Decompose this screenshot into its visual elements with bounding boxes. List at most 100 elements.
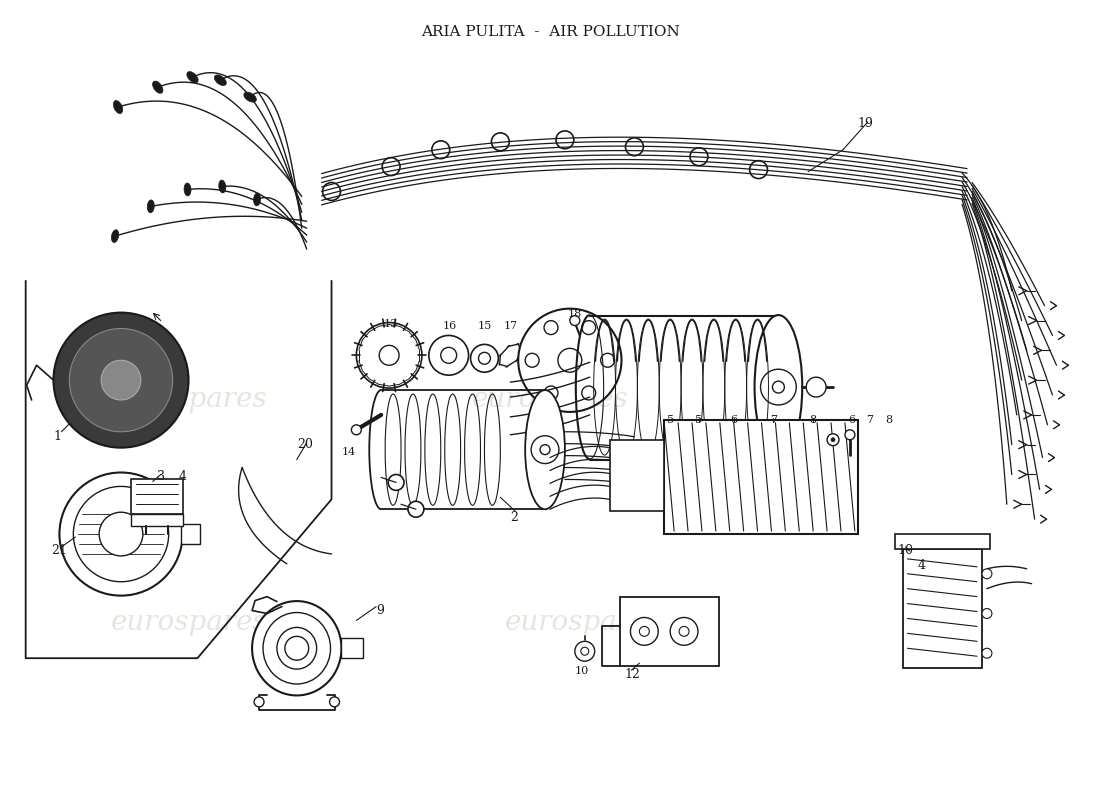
Text: 8: 8 (810, 415, 816, 425)
Text: 17: 17 (503, 321, 517, 330)
Text: 15: 15 (477, 321, 492, 330)
Text: 4: 4 (178, 470, 187, 482)
Circle shape (285, 636, 309, 660)
Ellipse shape (525, 390, 565, 510)
Circle shape (330, 697, 340, 707)
Circle shape (601, 354, 615, 367)
Text: 19: 19 (858, 117, 873, 130)
Circle shape (670, 618, 698, 646)
Circle shape (806, 377, 826, 397)
Ellipse shape (184, 183, 191, 196)
Circle shape (429, 335, 469, 375)
Text: eurospares: eurospares (472, 386, 628, 414)
Circle shape (845, 430, 855, 440)
Circle shape (982, 609, 992, 618)
Text: 5: 5 (695, 415, 703, 425)
Text: 18: 18 (568, 309, 582, 318)
Text: eurospares: eurospares (111, 386, 267, 414)
Circle shape (69, 329, 173, 432)
Circle shape (379, 346, 399, 366)
Bar (180, 524, 200, 544)
Bar (131, 514, 183, 526)
Text: 6: 6 (848, 415, 855, 425)
Circle shape (827, 434, 839, 446)
Circle shape (690, 148, 708, 166)
Circle shape (531, 436, 559, 463)
Ellipse shape (113, 101, 123, 114)
Bar (619, 597, 718, 666)
Ellipse shape (147, 200, 154, 213)
Text: 20: 20 (297, 438, 312, 450)
Circle shape (54, 313, 188, 448)
Circle shape (432, 141, 450, 158)
Ellipse shape (277, 627, 317, 669)
Bar (609, 440, 664, 511)
Ellipse shape (111, 230, 119, 242)
Circle shape (982, 648, 992, 658)
Circle shape (570, 315, 580, 326)
Text: 1: 1 (54, 430, 62, 442)
Circle shape (356, 322, 422, 388)
Ellipse shape (254, 193, 261, 206)
Circle shape (99, 512, 143, 556)
Text: 7: 7 (770, 415, 777, 425)
Text: 10: 10 (575, 666, 590, 676)
Bar (664, 420, 858, 534)
Ellipse shape (755, 315, 802, 459)
Text: 9: 9 (376, 603, 384, 617)
Text: 2: 2 (510, 511, 518, 524)
Circle shape (582, 321, 596, 334)
Ellipse shape (214, 75, 227, 86)
Text: 3: 3 (156, 470, 165, 482)
Circle shape (525, 354, 539, 367)
Circle shape (382, 158, 400, 175)
Circle shape (558, 348, 582, 372)
Text: 4: 4 (917, 559, 925, 572)
Circle shape (540, 445, 550, 454)
Text: 8: 8 (886, 415, 893, 425)
Circle shape (639, 626, 649, 636)
Circle shape (772, 381, 784, 393)
Circle shape (478, 352, 491, 364)
Ellipse shape (244, 92, 256, 102)
Bar (341, 638, 363, 658)
Circle shape (254, 697, 264, 707)
Text: ARIA PULITA  -  AIR POLLUTION: ARIA PULITA - AIR POLLUTION (420, 25, 680, 38)
Text: 12: 12 (625, 668, 640, 681)
Circle shape (544, 321, 558, 334)
Circle shape (408, 502, 424, 517)
Ellipse shape (252, 601, 341, 695)
Circle shape (760, 370, 796, 405)
Circle shape (581, 647, 589, 655)
Ellipse shape (219, 180, 225, 193)
Circle shape (471, 344, 498, 372)
Text: 21: 21 (52, 544, 67, 557)
Circle shape (749, 161, 768, 178)
Text: 5: 5 (668, 415, 674, 425)
Bar (894, 534, 990, 549)
Circle shape (351, 425, 361, 434)
Ellipse shape (187, 71, 198, 83)
Circle shape (544, 386, 558, 400)
Ellipse shape (153, 81, 163, 94)
Text: eurospares: eurospares (505, 609, 661, 636)
Circle shape (626, 138, 644, 156)
Circle shape (582, 386, 596, 400)
Bar (902, 549, 982, 668)
Text: 14: 14 (341, 446, 355, 457)
Circle shape (525, 352, 536, 364)
Text: 16: 16 (442, 321, 456, 330)
Text: 7: 7 (866, 415, 872, 425)
Text: 13: 13 (384, 318, 398, 329)
Circle shape (575, 642, 595, 661)
Circle shape (492, 133, 509, 150)
Circle shape (74, 486, 168, 582)
Text: 6: 6 (730, 415, 737, 425)
Circle shape (679, 626, 689, 636)
Ellipse shape (263, 613, 330, 684)
Circle shape (630, 618, 658, 646)
Circle shape (556, 131, 574, 149)
Circle shape (322, 182, 341, 200)
Circle shape (388, 474, 404, 490)
Text: eurospares: eurospares (111, 609, 267, 636)
